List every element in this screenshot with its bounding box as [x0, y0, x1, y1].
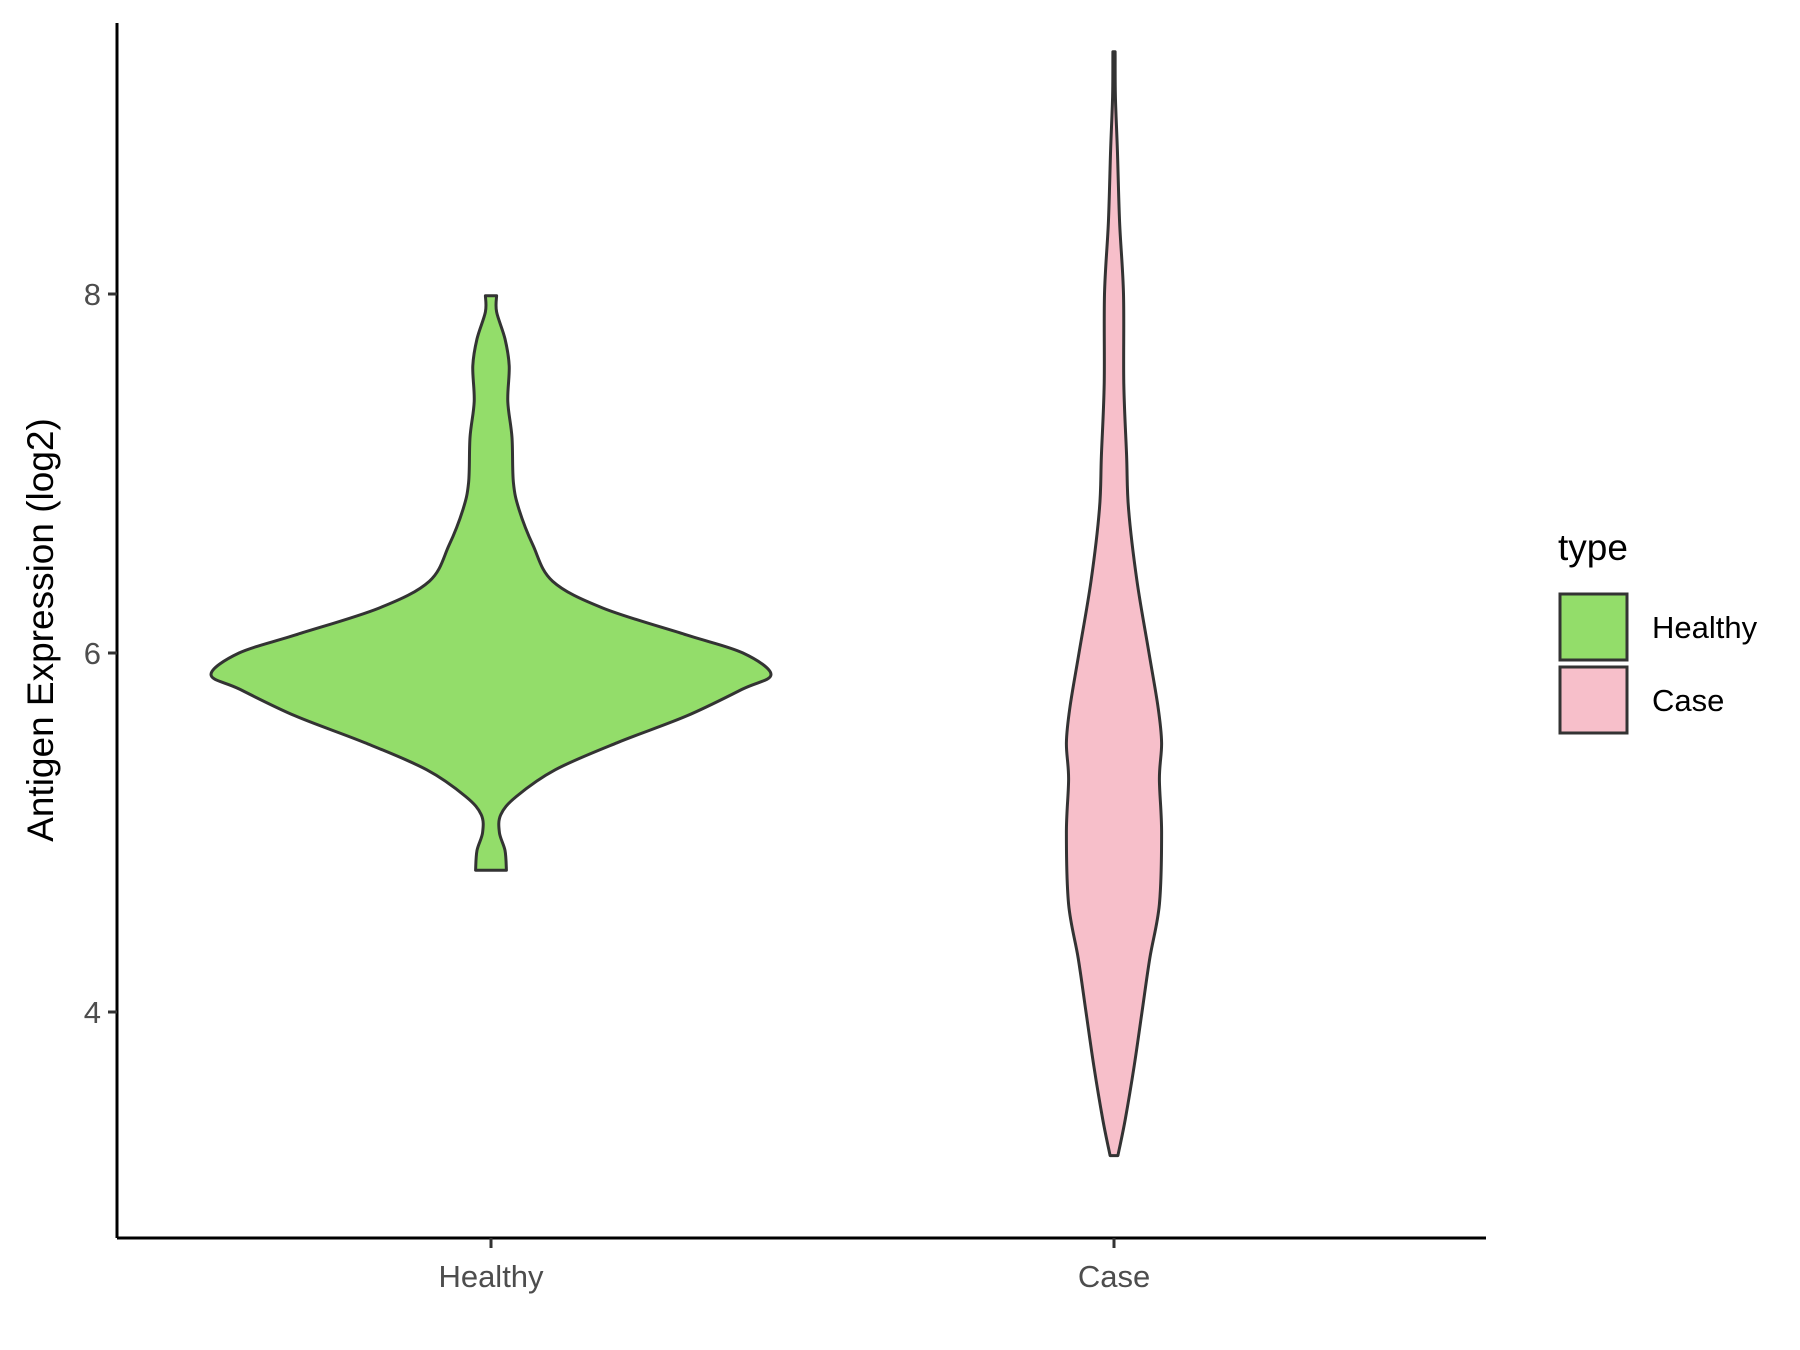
violin-healthy — [209, 294, 773, 872]
y-tick-label: 8 — [84, 277, 101, 312]
legend-label-case: Case — [1652, 683, 1724, 718]
y-tick-label: 6 — [84, 636, 101, 671]
y-tick-label: 4 — [84, 995, 101, 1030]
violin-layer — [209, 50, 1164, 1158]
x-tick-label-case: Case — [1078, 1259, 1150, 1294]
legend-swatch-case — [1558, 665, 1629, 735]
violin-case — [1064, 50, 1164, 1158]
y-axis-title: Antigen Expression (log2) — [20, 418, 61, 842]
legend-label-healthy: Healthy — [1652, 610, 1758, 645]
legend: type Healthy Case — [1558, 527, 1758, 735]
legend-title: type — [1558, 527, 1628, 568]
x-tick-label-healthy: Healthy — [438, 1259, 544, 1294]
y-axis-ticks: 4 6 8 — [84, 277, 117, 1030]
x-axis-ticks: Healthy Case — [438, 1238, 1150, 1294]
legend-swatch-healthy — [1558, 592, 1629, 662]
